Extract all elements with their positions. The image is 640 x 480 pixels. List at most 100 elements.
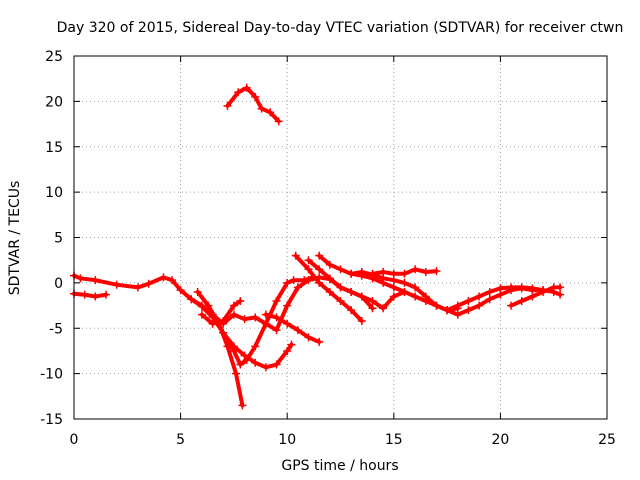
data-point — [379, 304, 388, 313]
data-point — [507, 301, 516, 310]
data-point — [556, 283, 565, 292]
data-point — [257, 104, 266, 113]
data-point — [208, 319, 217, 328]
data-point — [261, 319, 270, 328]
data-point — [507, 283, 516, 292]
data-point — [272, 313, 281, 322]
series-line-arc-14 — [445, 285, 545, 313]
data-point — [315, 251, 324, 260]
data-point — [357, 292, 366, 301]
data-point — [411, 283, 420, 292]
data-point — [272, 360, 281, 369]
data-point — [251, 92, 260, 101]
x-tick-label: 10 — [278, 432, 296, 448]
data-point — [293, 326, 302, 335]
data-point — [101, 290, 110, 299]
x-tick-label: 15 — [385, 432, 403, 448]
data-point — [379, 267, 388, 276]
data-point — [229, 342, 238, 351]
data-point — [76, 274, 85, 283]
data-point — [485, 287, 494, 296]
grid — [74, 56, 607, 419]
data-point — [176, 286, 185, 295]
data-point — [315, 265, 324, 274]
data-point — [223, 101, 232, 110]
data-point — [197, 310, 206, 319]
data-point — [144, 279, 153, 288]
data-point — [261, 310, 270, 319]
y-tick-label: -15 — [40, 412, 63, 428]
data-point — [517, 297, 526, 306]
data-point — [304, 265, 313, 274]
data-point — [234, 88, 243, 97]
data-point — [240, 315, 249, 324]
y-tick-label: 0 — [54, 276, 63, 292]
data-point — [357, 267, 366, 276]
data-point — [443, 306, 452, 315]
data-point — [133, 283, 142, 292]
data-point — [347, 306, 356, 315]
data-point — [357, 316, 366, 325]
data-point — [556, 290, 565, 299]
data-point — [325, 287, 334, 296]
data-point — [232, 369, 241, 378]
plot-frame — [73, 55, 608, 420]
series-line-arc-2 — [72, 291, 108, 299]
data-point — [368, 304, 377, 313]
data-point — [421, 292, 430, 301]
data-point — [528, 284, 537, 293]
data-point — [304, 333, 313, 342]
data-point — [272, 297, 281, 306]
data-point — [229, 310, 238, 319]
y-axis-label: SDTVAR / TECUs — [7, 181, 23, 296]
data-point — [112, 280, 121, 289]
series-line-arc-6 — [221, 330, 294, 370]
data-point — [293, 283, 302, 292]
data-point — [475, 292, 484, 301]
x-tick-label: 20 — [491, 432, 509, 448]
data-point — [283, 278, 292, 287]
data-point — [347, 287, 356, 296]
data-point — [539, 287, 548, 296]
data-point — [347, 269, 356, 278]
data-point — [261, 363, 270, 372]
data-point — [274, 117, 283, 126]
data-point — [389, 292, 398, 301]
data-point — [159, 273, 168, 282]
data-point — [283, 346, 292, 355]
series-line-arc-10 — [306, 258, 407, 311]
data-point — [517, 283, 526, 292]
axis-ticks: 0 5 10 15 20 25 -15 -10 -5 0 5 10 15 20 25 — [40, 49, 616, 448]
data-point — [336, 297, 345, 306]
data-point — [251, 342, 260, 351]
data-point — [411, 265, 420, 274]
x-tick-label: 0 — [70, 432, 79, 448]
data-point — [187, 295, 196, 304]
data-point — [464, 297, 473, 306]
data-point — [304, 276, 313, 285]
data-point — [229, 301, 238, 310]
data-point — [336, 265, 345, 274]
data-point — [528, 292, 537, 301]
data-point — [91, 292, 100, 301]
data-point — [204, 301, 213, 310]
y-tick-label: 10 — [45, 185, 63, 201]
data-point — [289, 276, 298, 285]
data-point — [315, 278, 324, 287]
data-point — [283, 319, 292, 328]
data-point — [315, 337, 324, 346]
series-layer — [70, 83, 565, 410]
data-point — [291, 251, 300, 260]
data-point — [325, 260, 334, 269]
data-point — [496, 284, 505, 293]
data-point — [432, 301, 441, 310]
x-axis-label: GPS time / hours — [281, 458, 398, 474]
data-point — [432, 267, 441, 276]
data-point — [453, 301, 462, 310]
x-tick-label: 5 — [176, 432, 185, 448]
data-point — [400, 269, 409, 278]
data-point — [287, 340, 296, 349]
data-point — [389, 269, 398, 278]
data-point — [400, 278, 409, 287]
